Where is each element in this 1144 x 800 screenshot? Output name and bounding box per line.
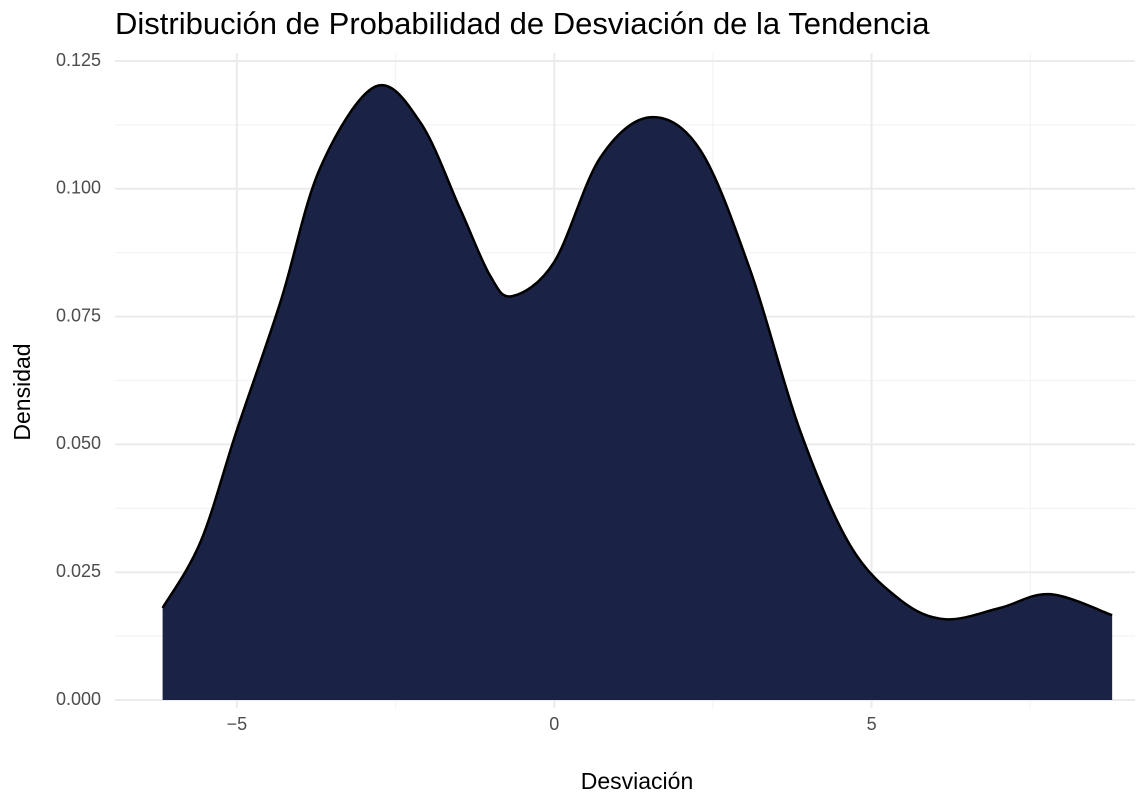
y-axis-label: Densidad: [9, 343, 35, 440]
x-tick-label: 5: [867, 714, 877, 734]
density-line: [161, 83, 1113, 621]
x-tick-label: −5: [227, 714, 248, 734]
y-tick-label: 0.100: [56, 178, 101, 198]
x-axis-label: Desviación: [581, 768, 694, 794]
y-tick-label: 0.075: [56, 305, 101, 325]
y-tick-label: 0.000: [56, 689, 101, 709]
chart-title: Distribución de Probabilidad de Desviaci…: [115, 6, 930, 41]
density-area: [162, 85, 1113, 701]
y-tick-label: 0.025: [56, 561, 101, 581]
y-tick-label: 0.050: [56, 433, 101, 453]
x-tick-label: 0: [549, 714, 559, 734]
y-tick-label: 0.125: [56, 50, 101, 70]
